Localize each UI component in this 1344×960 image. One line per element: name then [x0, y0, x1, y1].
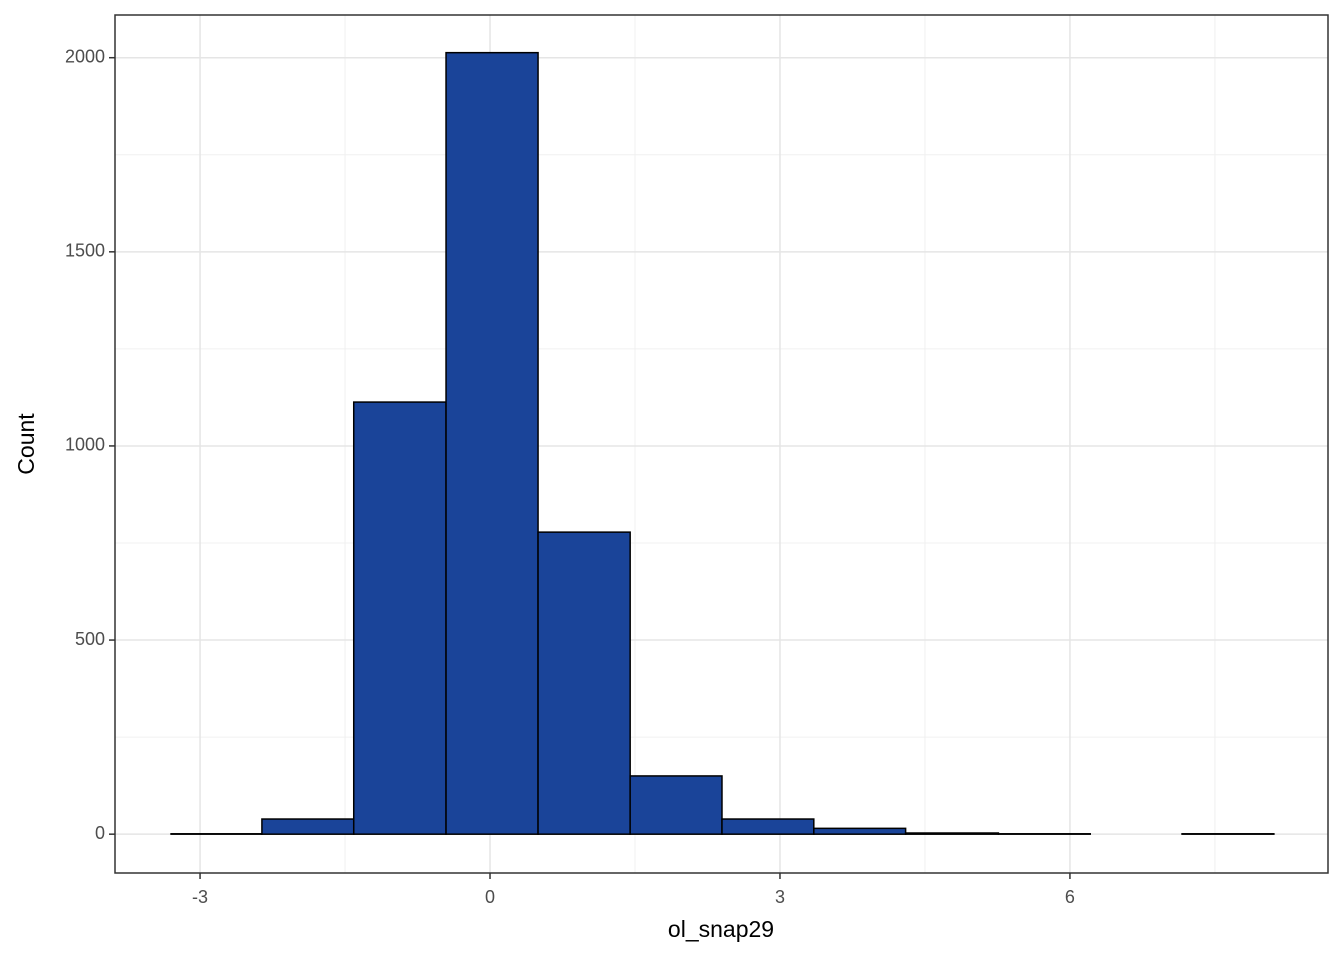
bar — [904, 832, 1000, 835]
y-tick-label: 500 — [75, 629, 105, 649]
x-tick-label: 3 — [775, 887, 785, 907]
bar — [261, 818, 355, 835]
y-tick-label: 1000 — [65, 435, 105, 455]
x-tick-label: -3 — [192, 887, 208, 907]
panel-border — [114, 14, 1329, 874]
bar — [352, 401, 447, 835]
y-tick-label: 2000 — [65, 46, 105, 66]
bar — [445, 51, 539, 835]
y-tick-label: 0 — [95, 823, 105, 843]
x-tick-label: 6 — [1065, 887, 1075, 907]
x-axis-title: ol_snap29 — [668, 916, 774, 942]
x-tick-label: 0 — [485, 887, 495, 907]
bar — [813, 827, 907, 835]
bar — [721, 818, 815, 835]
bar — [629, 775, 723, 835]
bar — [537, 531, 631, 835]
y-tick-label: 1500 — [65, 241, 105, 261]
y-axis-title: Count — [13, 413, 39, 475]
